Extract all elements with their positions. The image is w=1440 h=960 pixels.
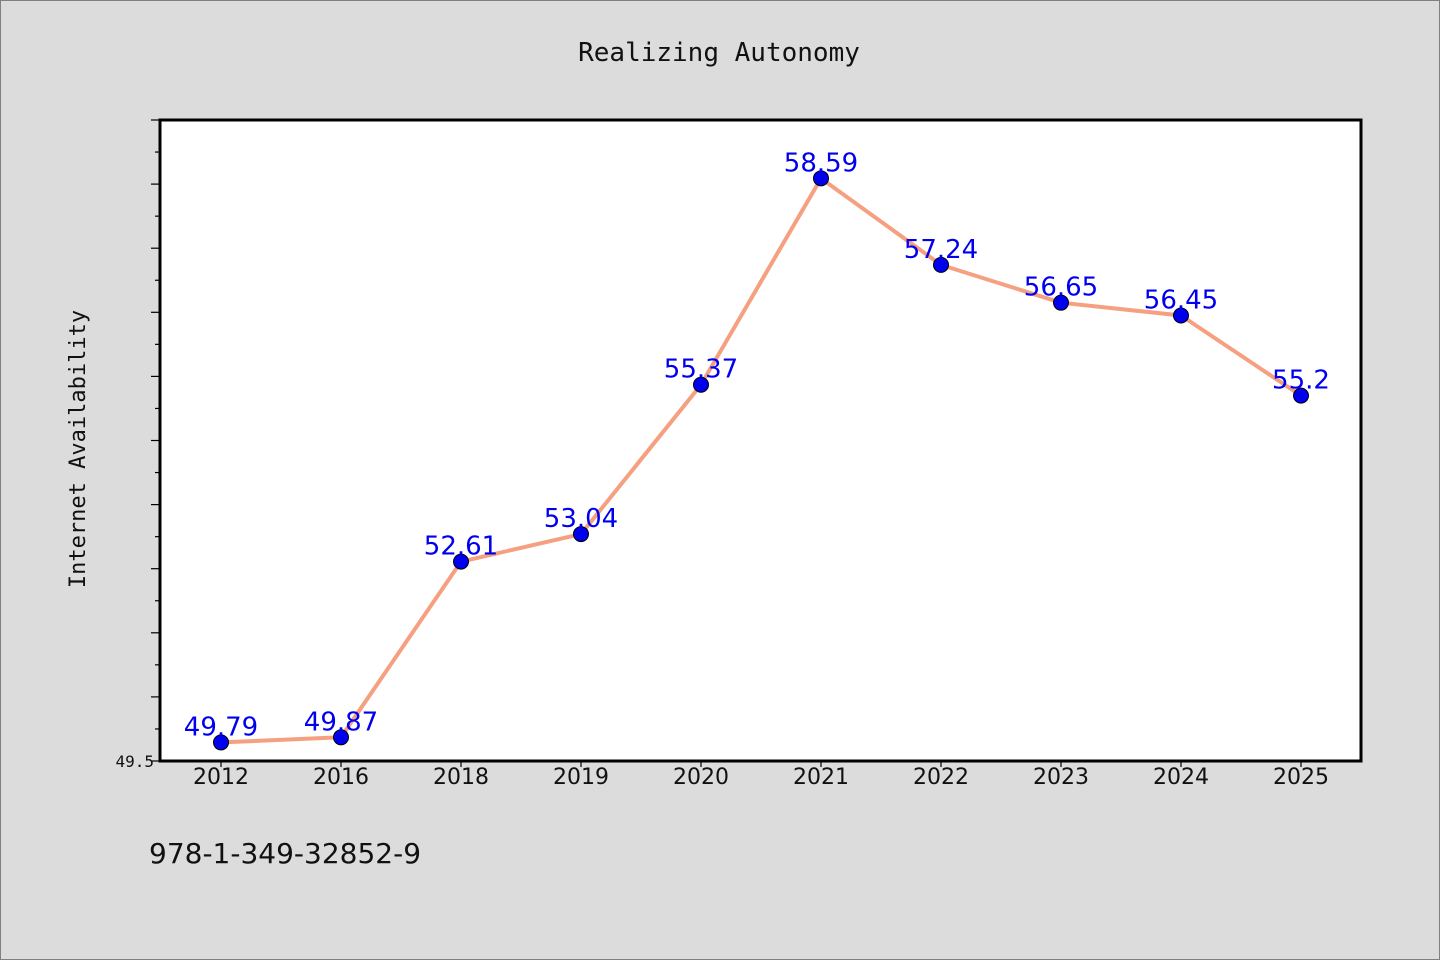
x-tick-label: 2016	[313, 765, 369, 790]
y-axis-ticks: 49.5	[115, 119, 160, 771]
x-tick-label: 2018	[433, 765, 489, 790]
data-point	[1293, 387, 1309, 404]
x-tick-label: 2019	[553, 765, 609, 790]
data-point	[1053, 294, 1069, 311]
data-label: 49.87	[304, 707, 378, 737]
data-point	[1173, 307, 1189, 324]
data-label: 57.24	[904, 235, 978, 265]
data-label: 56.45	[1144, 286, 1218, 316]
x-tick-label: 2012	[193, 765, 249, 790]
x-tick-label: 2021	[793, 765, 849, 790]
data-label: 52.61	[424, 532, 498, 562]
x-tick-label: 2025	[1273, 765, 1329, 790]
chart-title: Realizing Autonomy	[578, 38, 860, 68]
data-point	[693, 376, 709, 393]
data-label: 58.59	[784, 148, 858, 178]
plot-area	[158, 118, 1363, 763]
series-group: 49.79 49.87 52.61 53.04 55.37 58.59 57.24 56.65…	[184, 148, 1330, 751]
data-label: 49.79	[184, 712, 258, 742]
data-label: 55.37	[664, 355, 738, 385]
x-tick-label: 2024	[1153, 765, 1209, 790]
x-tick-label: 2022	[913, 765, 969, 790]
data-point	[573, 526, 589, 543]
data-point	[333, 729, 349, 746]
data-label: 56.65	[1024, 273, 1098, 303]
data-point	[813, 170, 829, 187]
y-tick-label: 49.5	[115, 752, 154, 771]
data-point	[453, 553, 469, 570]
series-line	[220, 176, 1303, 745]
data-label: 53.04	[544, 504, 618, 534]
data-point	[933, 256, 949, 273]
x-tick-label: 2023	[1033, 765, 1089, 790]
x-tick-label: 2020	[673, 765, 729, 790]
data-label: 55.2	[1272, 366, 1330, 396]
data-point	[213, 734, 229, 751]
x-axis-ticks: 2012 2016 2018 2019 2020 2021 2022 2023 2024 2025	[193, 761, 1329, 790]
y-axis-label: Internet Availability	[66, 310, 91, 588]
footer-isbn: 978-1-349-32852-9	[149, 837, 422, 870]
